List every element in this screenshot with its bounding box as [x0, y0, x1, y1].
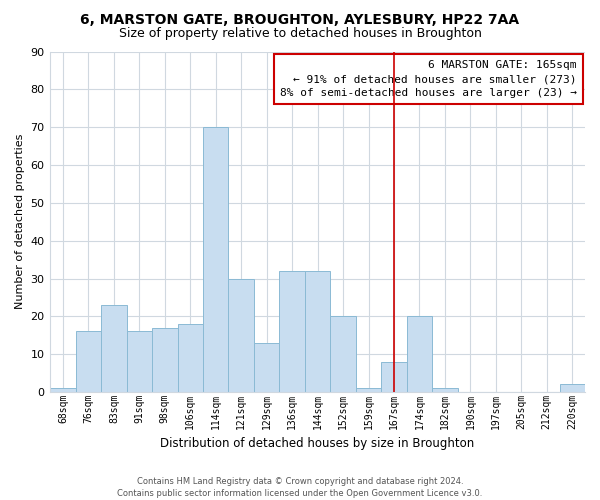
Bar [331, 316, 356, 392]
Bar [280, 271, 305, 392]
Y-axis label: Number of detached properties: Number of detached properties [15, 134, 25, 310]
Text: Size of property relative to detached houses in Broughton: Size of property relative to detached ho… [119, 28, 481, 40]
Bar [101, 305, 127, 392]
Bar [152, 328, 178, 392]
Text: 6, MARSTON GATE, BROUGHTON, AYLESBURY, HP22 7AA: 6, MARSTON GATE, BROUGHTON, AYLESBURY, H… [80, 12, 520, 26]
Bar [229, 278, 254, 392]
Bar [127, 332, 152, 392]
Bar [203, 127, 229, 392]
Bar [432, 388, 458, 392]
Bar [407, 316, 432, 392]
Bar [76, 332, 101, 392]
Text: Contains HM Land Registry data © Crown copyright and database right 2024.
Contai: Contains HM Land Registry data © Crown c… [118, 476, 482, 498]
Bar [178, 324, 203, 392]
Text: 6 MARSTON GATE: 165sqm
← 91% of detached houses are smaller (273)
8% of semi-det: 6 MARSTON GATE: 165sqm ← 91% of detached… [280, 60, 577, 98]
Bar [254, 343, 280, 392]
Bar [305, 271, 331, 392]
X-axis label: Distribution of detached houses by size in Broughton: Distribution of detached houses by size … [160, 437, 475, 450]
Bar [381, 362, 407, 392]
Bar [356, 388, 381, 392]
Bar [560, 384, 585, 392]
Bar [50, 388, 76, 392]
